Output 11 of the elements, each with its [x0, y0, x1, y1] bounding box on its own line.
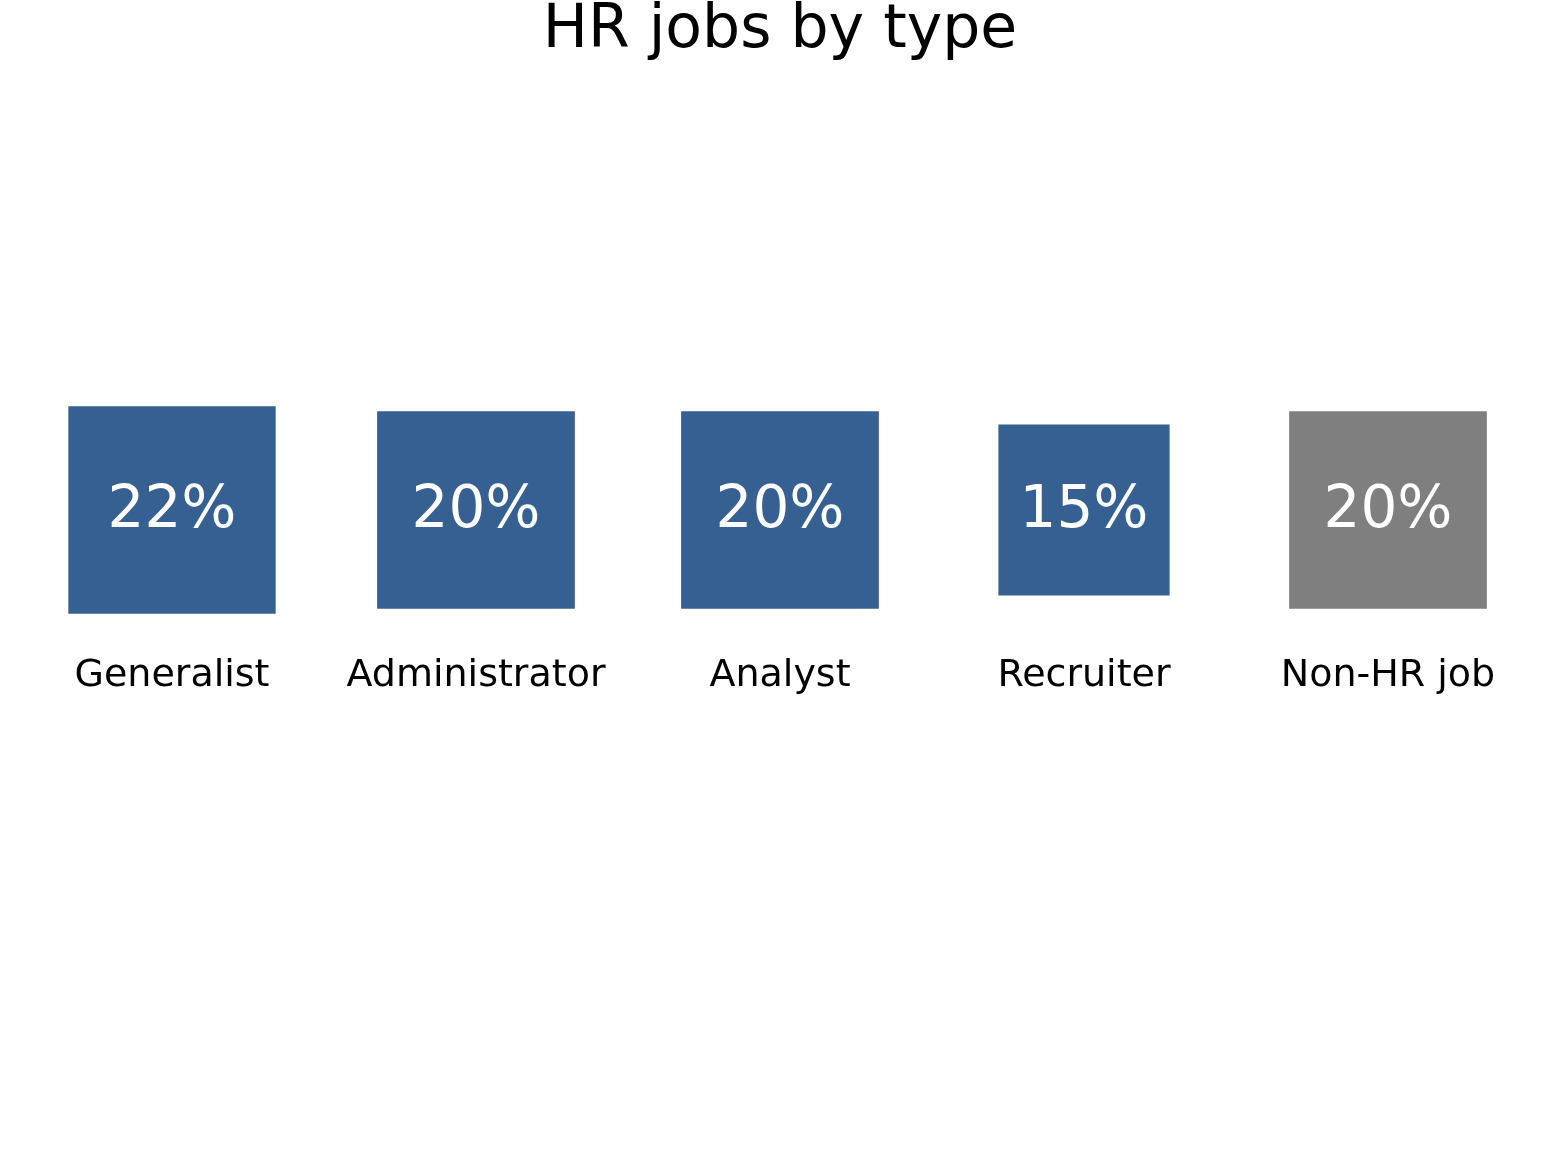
text: HR jobs by type	[542, 0, 1018, 61]
data-label: 22%	[107, 473, 237, 541]
category-label: Analyst	[709, 651, 851, 695]
category-label: Generalist	[74, 651, 270, 695]
category-label: Non-HR job	[1280, 651, 1496, 695]
data-label: 20%	[1323, 473, 1453, 541]
data-label: 20%	[411, 473, 541, 541]
data-label: 20%	[715, 473, 845, 541]
data-label: 15%	[1019, 473, 1149, 541]
category-label: Recruiter	[997, 651, 1171, 695]
category-label: Administrator	[346, 651, 606, 695]
